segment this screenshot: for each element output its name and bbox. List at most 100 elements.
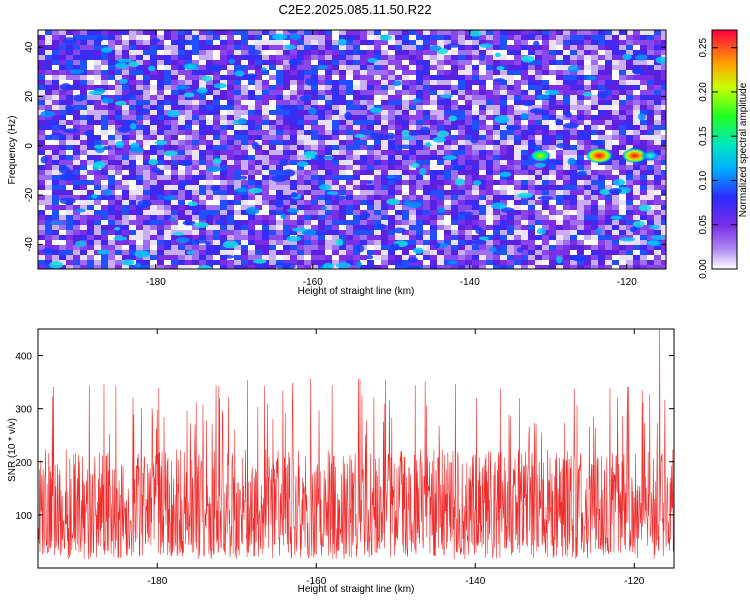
heatmap-cell [423,190,431,196]
heatmap-cell [430,195,438,201]
heatmap-cell [213,120,221,126]
heatmap-cell [437,40,445,46]
heatmap-cell [185,35,193,41]
heatmap-cell [360,205,368,211]
heatmap-cell [451,170,459,176]
heatmap-cell [185,245,193,251]
heatmap-blob [288,58,302,66]
heatmap-cell [220,30,228,36]
heatmap-cell [122,85,130,91]
heatmap-cell [255,215,263,221]
heatmap-cell [423,150,431,156]
heatmap-cell [402,95,410,101]
heatmap-cell [563,95,571,101]
heatmap-cell [374,150,382,156]
heatmap-cell [346,90,354,96]
heatmap-cell [549,85,557,91]
heatmap-cell [87,160,95,166]
heatmap-cell [591,40,599,46]
heatmap-cell [612,65,620,71]
heatmap-blob [436,130,450,138]
heatmap-cell [479,35,487,41]
heatmap-cell [584,225,592,231]
heatmap-cell [332,90,340,96]
heatmap-cell [255,240,263,246]
heatmap-cell [199,135,207,141]
heatmap-cell [136,75,144,81]
heatmap-cell [458,70,466,76]
heatmap-cell [633,65,641,71]
heatmap-cell [444,135,452,141]
heatmap-cell [402,255,410,261]
heatmap-cell [444,35,452,41]
heatmap-cell [199,210,207,216]
heatmap-cell [388,180,396,186]
heatmap-cell [626,170,634,176]
heatmap-cell [290,155,298,161]
heatmap-cell [500,45,508,51]
heatmap-blob [532,40,540,47]
heatmap-cell [339,205,347,211]
heatmap-cell [647,65,655,71]
heatmap-cell [80,70,88,76]
heatmap-cell [598,205,606,211]
heatmap-cell [185,55,193,61]
heatmap-cell [500,105,508,111]
heatmap-cell [346,30,354,36]
heatmap-cell [248,155,256,161]
heatmap-cell [500,225,508,231]
heatmap-cell [241,180,249,186]
heatmap-cell [101,225,109,231]
heatmap-cell [73,80,81,86]
heatmap-cell [472,230,480,236]
heatmap-cell [661,150,666,156]
heatmap-cell [164,190,172,196]
heatmap-cell [437,230,445,236]
heatmap-cell [654,105,662,111]
heatmap-cell [591,225,599,231]
heatmap-cell [276,60,284,66]
heatmap-cell [451,55,459,61]
heatmap-cell [276,210,284,216]
heatmap-cell [297,50,305,56]
heatmap-cell [325,150,333,156]
heatmap-cell [283,230,291,236]
heatmap-cell [640,60,648,66]
heatmap-blob [500,207,515,213]
heatmap-cell [521,40,529,46]
heatmap-cell [269,210,277,216]
heatmap-cell [640,90,648,96]
heatmap-cell [255,120,263,126]
heatmap-cell [402,80,410,86]
heatmap-cell [493,100,501,106]
heatmap-cell [535,85,543,91]
heatmap-cell [318,110,326,116]
heatmap-cell [514,195,522,201]
heatmap-cell [255,210,263,216]
heatmap-cell [605,255,613,261]
heatmap-blob [402,136,416,141]
heatmap-cell [374,35,382,41]
heatmap-cell [465,105,473,111]
heatmap-cell [367,260,375,266]
heatmap-cell [304,175,312,181]
heatmap-cell [444,260,452,266]
heatmap-cell [59,185,67,191]
heatmap-cell [185,175,193,181]
heatmap-cell [570,135,578,141]
heatmap-cell [339,100,347,106]
heatmap-cell [52,230,60,236]
heatmap-cell [395,255,403,261]
heatmap-cell [192,210,200,216]
heatmap-cell [164,55,172,61]
heatmap-cell [535,170,543,176]
heatmap-cell [80,130,88,136]
heatmap-cell [73,150,81,156]
heatmap-cell [507,255,515,261]
heatmap-cell [59,120,67,126]
heatmap-cell [227,40,235,46]
heatmap-cell [661,220,666,226]
heatmap-cell [304,210,312,216]
heatmap-cell [318,125,326,131]
heatmap-cell [136,125,144,131]
